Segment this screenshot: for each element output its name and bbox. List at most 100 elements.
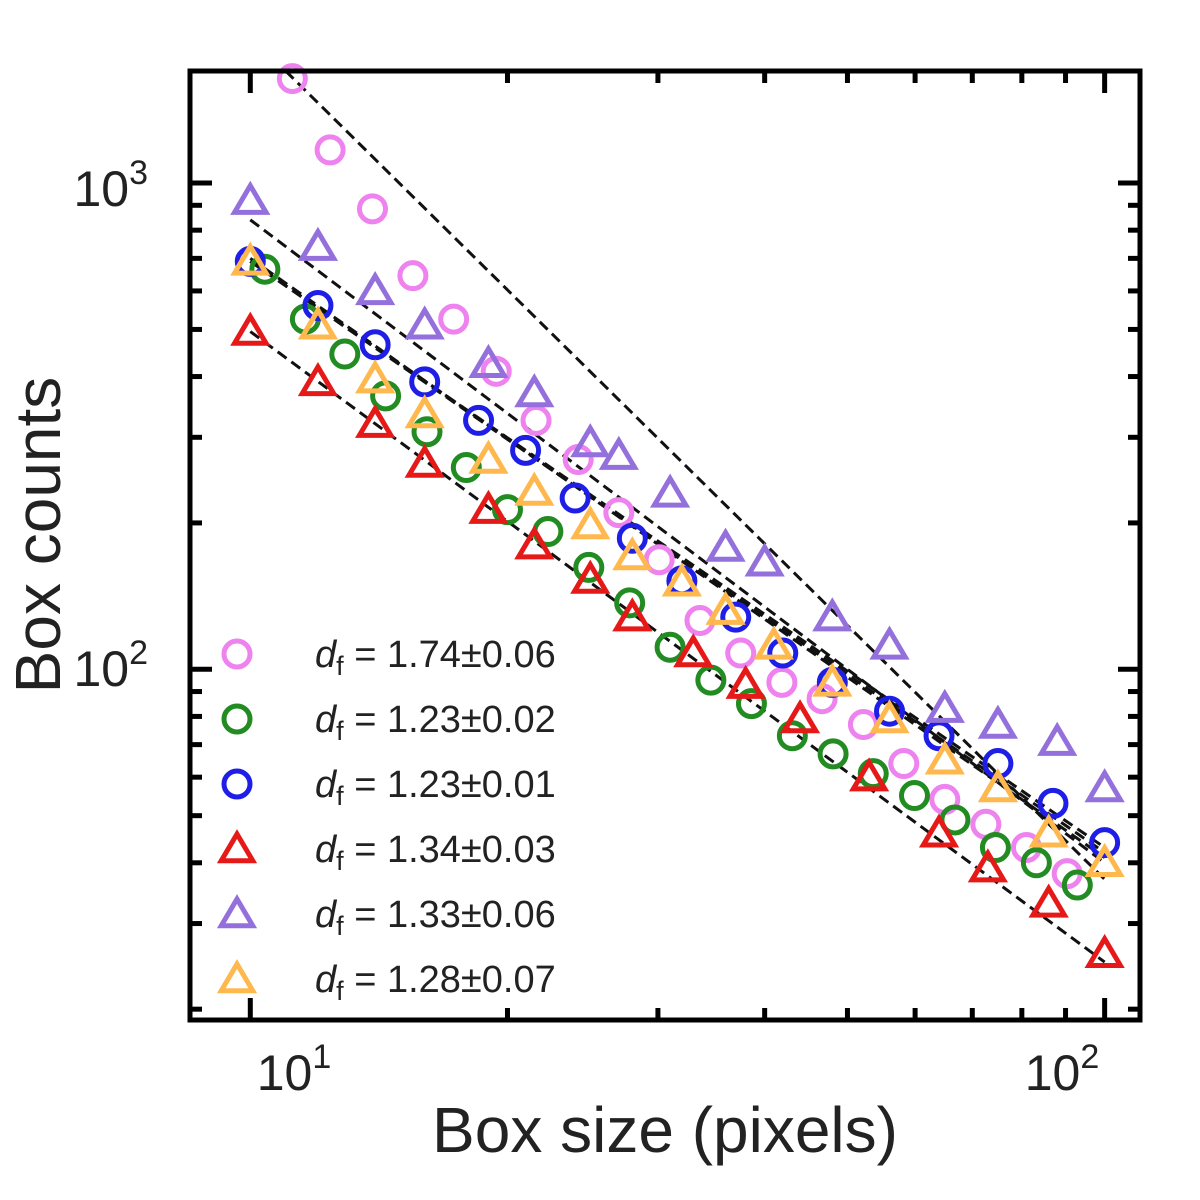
data-point-series-1 [725, 637, 757, 669]
data-point-series-1 [520, 404, 552, 436]
data-point-series-3 [874, 695, 906, 727]
data-point-series-6 [812, 662, 853, 697]
data-point-series-2 [450, 452, 482, 484]
legend-label-4: df = 1.34±0.03 [315, 829, 556, 876]
data-point-series-4 [918, 813, 960, 848]
data-point-series-5 [1084, 768, 1125, 803]
data-point-series-6 [230, 241, 271, 276]
data-point-series-5 [355, 271, 396, 306]
legend-marker-5 [216, 894, 258, 929]
legend-entry-5: df = 1.33±0.06 [216, 894, 556, 941]
data-point-series-2 [411, 416, 443, 448]
y-axis-title: Box counts [2, 377, 74, 694]
data-point-series-1 [1010, 832, 1042, 864]
data-point-series-1 [276, 63, 308, 95]
data-point-series-6 [468, 439, 509, 474]
data-point-series-4 [1028, 883, 1069, 918]
data-point-series-1 [603, 497, 635, 529]
data-markers [230, 63, 1125, 968]
data-point-series-6 [612, 536, 653, 571]
data-point-series-6 [924, 740, 965, 775]
data-point-series-5 [869, 625, 910, 660]
data-point-series-6 [355, 359, 396, 394]
plot-frame [187, 68, 1143, 1023]
legend-entry-3: df = 1.23±0.01 [221, 764, 556, 811]
legend-label-2: df = 1.23±0.02 [315, 699, 556, 746]
data-point-series-3 [1089, 827, 1121, 859]
legend: df = 1.74±0.06 df = 1.23±0.02 df = 1.23±0.… [216, 634, 556, 1006]
data-point-series-4 [725, 664, 766, 699]
data-point-series-6 [570, 505, 611, 540]
data-point-series-5 [649, 473, 691, 508]
data-point-series-3 [302, 289, 334, 321]
fit-line-series-1 [284, 69, 1106, 881]
data-point-series-6 [1028, 813, 1069, 848]
data-point-series-5 [297, 226, 339, 261]
legend-entry-4: df = 1.34±0.03 [216, 829, 556, 876]
legend-entry-6: df = 1.28±0.07 [216, 959, 556, 1006]
data-point-series-5 [924, 688, 965, 723]
data-point-series-2 [898, 780, 930, 812]
data-point-series-2 [654, 631, 686, 663]
data-point-series-4 [967, 848, 1008, 883]
data-point-series-6 [661, 562, 702, 597]
data-point-series-6 [705, 590, 746, 625]
legend-entry-1: df = 1.74±0.06 [221, 634, 556, 681]
legend-marker-3 [221, 768, 253, 800]
data-point-series-4 [1084, 933, 1125, 968]
data-point-series-2 [614, 587, 646, 619]
data-point-series-4 [570, 559, 611, 594]
data-point-series-1 [438, 303, 470, 335]
data-point-series-4 [612, 597, 653, 632]
fit-line-series-5 [249, 218, 1106, 864]
data-point-series-5 [468, 343, 509, 378]
data-point-series-1 [888, 748, 920, 780]
legend-marker-2 [221, 703, 253, 735]
legend-label-3: df = 1.23±0.01 [315, 764, 556, 811]
data-point-series-3 [720, 601, 752, 633]
data-point-series-2 [1061, 869, 1093, 901]
data-point-series-3 [559, 482, 591, 514]
data-point-series-5 [404, 305, 445, 340]
data-point-series-4 [297, 361, 339, 397]
data-point-series-2 [776, 720, 808, 752]
data-point-series-4 [779, 699, 821, 734]
data-point-series-3 [767, 637, 799, 669]
x-tick-label-10: 101 [257, 1038, 332, 1101]
data-point-series-2 [817, 738, 849, 770]
data-point-series-1 [356, 193, 388, 225]
data-point-series-5 [977, 704, 1019, 739]
data-point-series-2 [329, 338, 361, 370]
fit-line-series-6 [249, 260, 1106, 854]
data-point-series-3 [616, 522, 648, 554]
data-point-series-4 [355, 403, 396, 438]
legend-label-6: df = 1.28±0.07 [315, 959, 556, 1006]
data-point-series-2 [1020, 847, 1052, 879]
data-point-series-4 [848, 757, 890, 792]
data-point-series-5 [598, 435, 639, 470]
data-point-series-5 [705, 527, 746, 562]
legend-marker-6 [216, 959, 258, 994]
data-point-series-5 [230, 180, 271, 215]
data-point-series-6 [297, 305, 339, 340]
x-tick-label-100: 102 [1025, 1038, 1100, 1101]
data-point-series-4 [514, 525, 555, 560]
legend-label-1: df = 1.74±0.06 [315, 634, 556, 681]
data-point-series-3 [463, 404, 495, 436]
data-point-series-3 [510, 434, 542, 466]
data-point-series-5 [570, 423, 611, 458]
data-point-series-3 [1037, 787, 1069, 819]
data-point-series-6 [514, 471, 555, 506]
data-point-series-2 [573, 551, 605, 583]
data-point-series-6 [753, 625, 794, 660]
legend-label-5: df = 1.33±0.06 [315, 894, 556, 941]
data-point-series-4 [230, 311, 271, 346]
data-point-series-1 [314, 134, 346, 166]
data-point-series-6 [1084, 842, 1125, 877]
legend-marker-1 [221, 638, 253, 670]
legend-marker-4 [216, 829, 258, 864]
data-point-series-4 [404, 443, 445, 478]
data-point-series-4 [468, 489, 509, 524]
data-point-series-6 [977, 768, 1019, 803]
